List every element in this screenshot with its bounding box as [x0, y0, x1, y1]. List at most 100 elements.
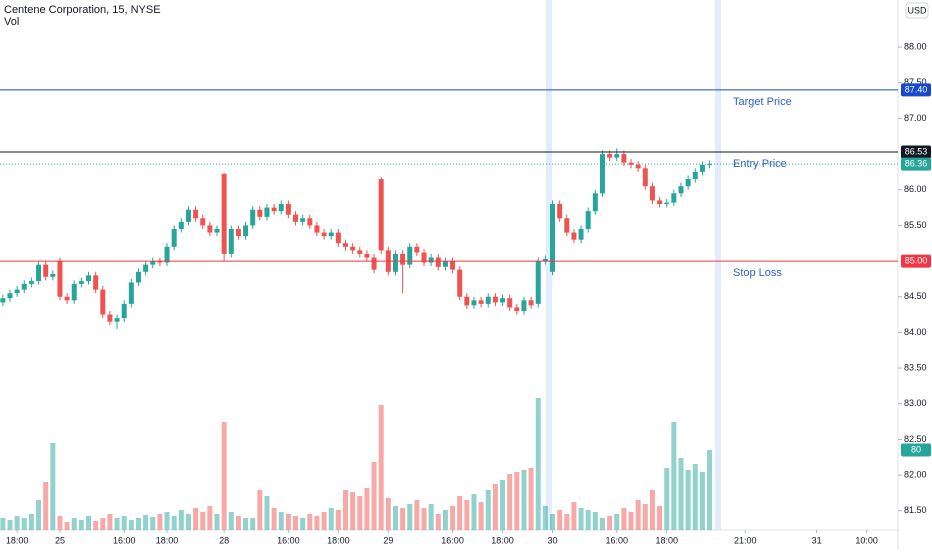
candle-body — [628, 162, 634, 165]
volume-bar — [414, 500, 420, 530]
candle-body — [207, 225, 213, 233]
volume-bar — [43, 482, 49, 530]
volume-bar — [471, 494, 477, 530]
volume-bar — [378, 405, 384, 530]
volume-bar — [193, 508, 199, 530]
candle-body — [464, 296, 470, 306]
candle-body — [435, 257, 441, 267]
candle-body — [28, 281, 34, 284]
candle-body — [692, 171, 698, 180]
volume-bar — [207, 506, 213, 530]
candle-body — [43, 264, 49, 277]
volume-bar — [707, 450, 713, 530]
candle-body — [707, 164, 713, 166]
candle-body — [164, 246, 170, 263]
volume-bar — [321, 512, 327, 530]
candle-body — [114, 318, 120, 322]
price-label: 80 — [911, 444, 921, 454]
volume-bar — [671, 422, 677, 530]
y-tick-label: 81.50 — [904, 505, 927, 515]
currency-button[interactable] — [905, 2, 929, 19]
candle-body — [235, 228, 241, 237]
candle-body — [278, 204, 284, 212]
candle-body — [100, 289, 106, 315]
volume-bar — [135, 518, 141, 530]
candle-body — [171, 228, 177, 247]
volume-bar — [392, 506, 398, 530]
candle-body — [271, 207, 277, 212]
volume-bar — [28, 514, 34, 530]
volume-bar — [342, 490, 348, 530]
candle-body — [121, 303, 127, 319]
volume-bar — [385, 498, 391, 530]
volume-bar — [357, 496, 363, 530]
candle-body — [78, 281, 84, 284]
volume-bar — [492, 484, 498, 530]
volume-bar — [143, 515, 149, 530]
x-tick-label: 18:00 — [655, 535, 678, 545]
candle-body — [521, 300, 527, 312]
volume-bar — [564, 514, 570, 530]
volume-bar — [271, 508, 277, 530]
volume-label: Vol — [4, 16, 19, 28]
volume-bar — [407, 504, 413, 530]
volume-bar — [21, 518, 27, 530]
candle-body — [135, 271, 141, 283]
currency[interactable]: USD — [907, 5, 927, 15]
candle-body — [471, 300, 477, 306]
volume-bar — [171, 516, 177, 530]
x-tick-label: 16:00 — [113, 535, 136, 545]
volume-bar — [157, 514, 163, 530]
volume-bar — [300, 518, 306, 530]
candle-body — [671, 193, 677, 203]
volume-bar — [243, 518, 249, 530]
candle-body — [93, 275, 99, 290]
volume-bar — [457, 496, 463, 530]
candle-body — [185, 209, 191, 222]
candle-body — [421, 252, 427, 263]
volume-bar — [150, 517, 156, 530]
volume-bar — [114, 518, 120, 530]
price-label: 86.53 — [905, 146, 928, 156]
y-tick-label: 84.50 — [904, 291, 927, 301]
volume-bar — [121, 516, 127, 530]
volume-bar — [442, 510, 448, 530]
candle-body — [200, 218, 206, 226]
candle-body — [592, 193, 598, 212]
candle-body — [599, 154, 605, 194]
candle-body — [442, 261, 448, 267]
candle-body — [250, 209, 256, 226]
candle-body — [107, 314, 113, 322]
price-label: 86.36 — [905, 158, 928, 168]
candle-body — [457, 269, 463, 297]
session-break — [546, 0, 552, 530]
candle-body — [507, 298, 513, 308]
volume-bar — [335, 510, 341, 530]
candle-body — [143, 264, 149, 272]
candle-body — [371, 257, 377, 270]
volume-bar — [400, 508, 406, 530]
candle-body — [228, 228, 234, 254]
candle-body — [571, 232, 577, 240]
volume-bar — [278, 512, 284, 530]
level-name: Target Price — [733, 96, 792, 108]
volume-bar — [657, 506, 663, 530]
candle-body — [264, 207, 270, 217]
candle-body — [293, 214, 299, 222]
candle-body — [500, 298, 506, 303]
volume-bar — [521, 470, 527, 530]
candle-body — [578, 228, 584, 240]
candle-body — [485, 296, 491, 304]
candle-body — [214, 228, 220, 233]
volume-bar — [57, 516, 63, 530]
candle-body — [621, 154, 627, 163]
volume-bar — [621, 508, 627, 530]
volume-bar — [528, 468, 534, 530]
volume-bar — [478, 502, 484, 530]
candle-body — [243, 225, 249, 237]
y-tick-label: 84.00 — [904, 327, 927, 337]
price-label-box — [901, 157, 931, 171]
price-label-box — [901, 254, 931, 268]
volume-bar — [421, 508, 427, 530]
